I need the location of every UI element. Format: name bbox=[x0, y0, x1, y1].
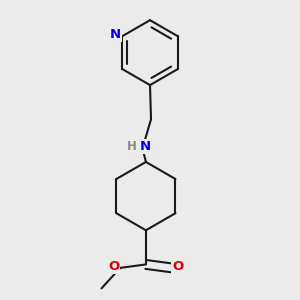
Text: N: N bbox=[140, 140, 151, 153]
Text: N: N bbox=[110, 28, 121, 41]
Text: O: O bbox=[109, 260, 120, 273]
Text: O: O bbox=[172, 260, 183, 273]
Text: H: H bbox=[127, 140, 137, 153]
